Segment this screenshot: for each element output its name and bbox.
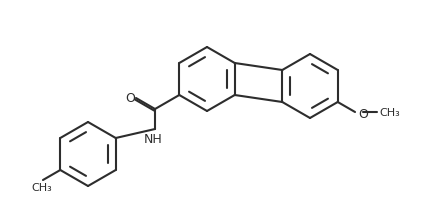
Text: CH₃: CH₃ <box>379 108 400 117</box>
Text: O: O <box>125 91 135 104</box>
Text: NH: NH <box>143 132 162 145</box>
Text: CH₃: CH₃ <box>32 182 52 192</box>
Text: O: O <box>358 107 368 120</box>
